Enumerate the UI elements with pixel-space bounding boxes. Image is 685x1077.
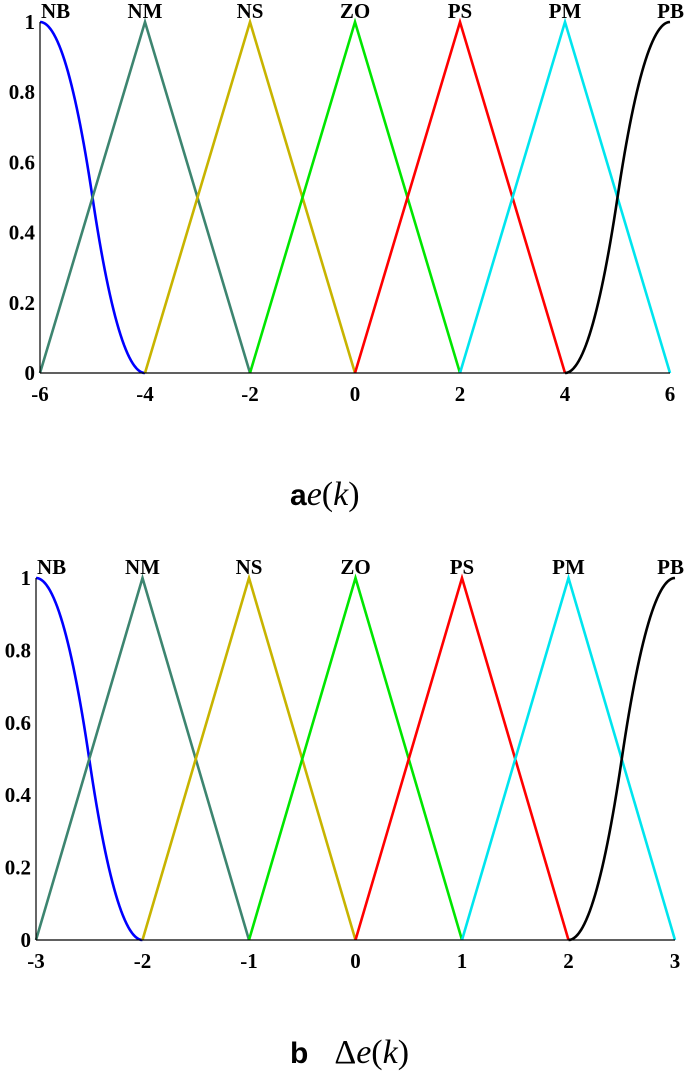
panel-caption-close-paren: ) — [348, 476, 359, 513]
x-tick-label: 6 — [665, 382, 676, 406]
y-tick-label: 0.8 — [9, 80, 35, 104]
y-tick-label: 0.2 — [9, 291, 35, 315]
mf-label-zo: ZO — [340, 555, 370, 579]
y-tick-label: 0.4 — [9, 221, 36, 245]
x-tick-label: -2 — [134, 949, 152, 973]
mf-curve-ps — [353, 17, 567, 374]
y-tick-label: 0 — [25, 361, 36, 385]
mf-curve-pm — [460, 573, 677, 941]
panel-caption-open-paren: ( — [322, 476, 333, 513]
mf-curve-pm — [458, 17, 672, 374]
mf-curve-pb — [564, 20, 671, 375]
y-tick-label: 1 — [25, 10, 36, 34]
mf-label-nm: NM — [128, 0, 163, 23]
x-tick-label: -2 — [241, 382, 259, 406]
mf-label-pb: PB — [657, 0, 684, 23]
mf-curve-ns — [143, 17, 357, 374]
mf-label-ps: PS — [450, 555, 475, 579]
panel-caption-close-paren: ) — [398, 1034, 409, 1071]
x-tick-label: -3 — [27, 949, 45, 973]
mf-label-ps: PS — [448, 0, 473, 23]
panel-caption-argument: k — [383, 1034, 399, 1071]
y-tick-label: 1 — [21, 566, 32, 590]
y-tick-label: 0.6 — [5, 711, 31, 735]
y-tick-label: 0.2 — [5, 856, 31, 880]
panel-caption-letter: a — [290, 479, 307, 512]
x-tick-label: 1 — [457, 949, 468, 973]
x-tick-label: -4 — [136, 382, 154, 406]
y-tick-label: 0 — [21, 928, 32, 952]
chart-panel-a: NB NM NS ZO PS PM PB -6 -4 -2 0 2 4 6 0 0.2 0.4 0.6 0.8 1 ae… — [9, 0, 684, 513]
x-tick-label: 3 — [670, 949, 681, 973]
panel-caption: ae(k) — [290, 476, 360, 513]
chart-panel-b: NB NM NS ZO PS PM PB -3 -2 -1 0 1 2 3 0 0.2 0.4 0.6 0.8 1 b Δ… — [5, 555, 684, 1071]
x-tick-label: -6 — [31, 382, 49, 406]
mf-curve-nm — [34, 573, 251, 941]
x-tick-label: 4 — [560, 382, 571, 406]
mf-curve-nm — [38, 17, 252, 374]
panel-caption-prefix: Δ — [334, 1034, 356, 1071]
mf-curve-ps — [354, 573, 570, 941]
x-tick-label: 2 — [563, 949, 574, 973]
mf-curve-ns — [141, 573, 357, 941]
mf-curve-zo — [247, 573, 464, 941]
mf-label-nb: NB — [41, 0, 70, 23]
mf-label-zo: ZO — [340, 0, 370, 23]
x-tick-label: -1 — [240, 949, 258, 973]
mf-label-nm: NM — [125, 555, 160, 579]
mf-curve-pb — [568, 576, 676, 942]
x-tick-label: 0 — [350, 949, 361, 973]
mf-label-pb: PB — [657, 555, 684, 579]
mf-label-pm: PM — [549, 0, 582, 23]
mf-label-nb: NB — [37, 555, 66, 579]
x-tick-label: 2 — [455, 382, 466, 406]
mf-curve-zo — [248, 17, 462, 374]
panel-caption-variable: e — [356, 1034, 371, 1071]
panel-caption-letter: b — [290, 1037, 308, 1070]
panel-caption-variable: e — [307, 476, 322, 513]
y-tick-label: 0.6 — [9, 150, 35, 174]
mf-label-ns: NS — [237, 0, 264, 23]
mf-label-ns: NS — [236, 555, 263, 579]
x-tick-label: 0 — [350, 382, 361, 406]
panel-caption: b Δe(k) — [290, 1034, 409, 1071]
y-tick-label: 0.8 — [5, 638, 31, 662]
mf-label-pm: PM — [552, 555, 585, 579]
panel-caption-argument: k — [333, 476, 349, 513]
y-tick-label: 0.4 — [5, 783, 32, 807]
panel-caption-open-paren: ( — [371, 1034, 382, 1071]
